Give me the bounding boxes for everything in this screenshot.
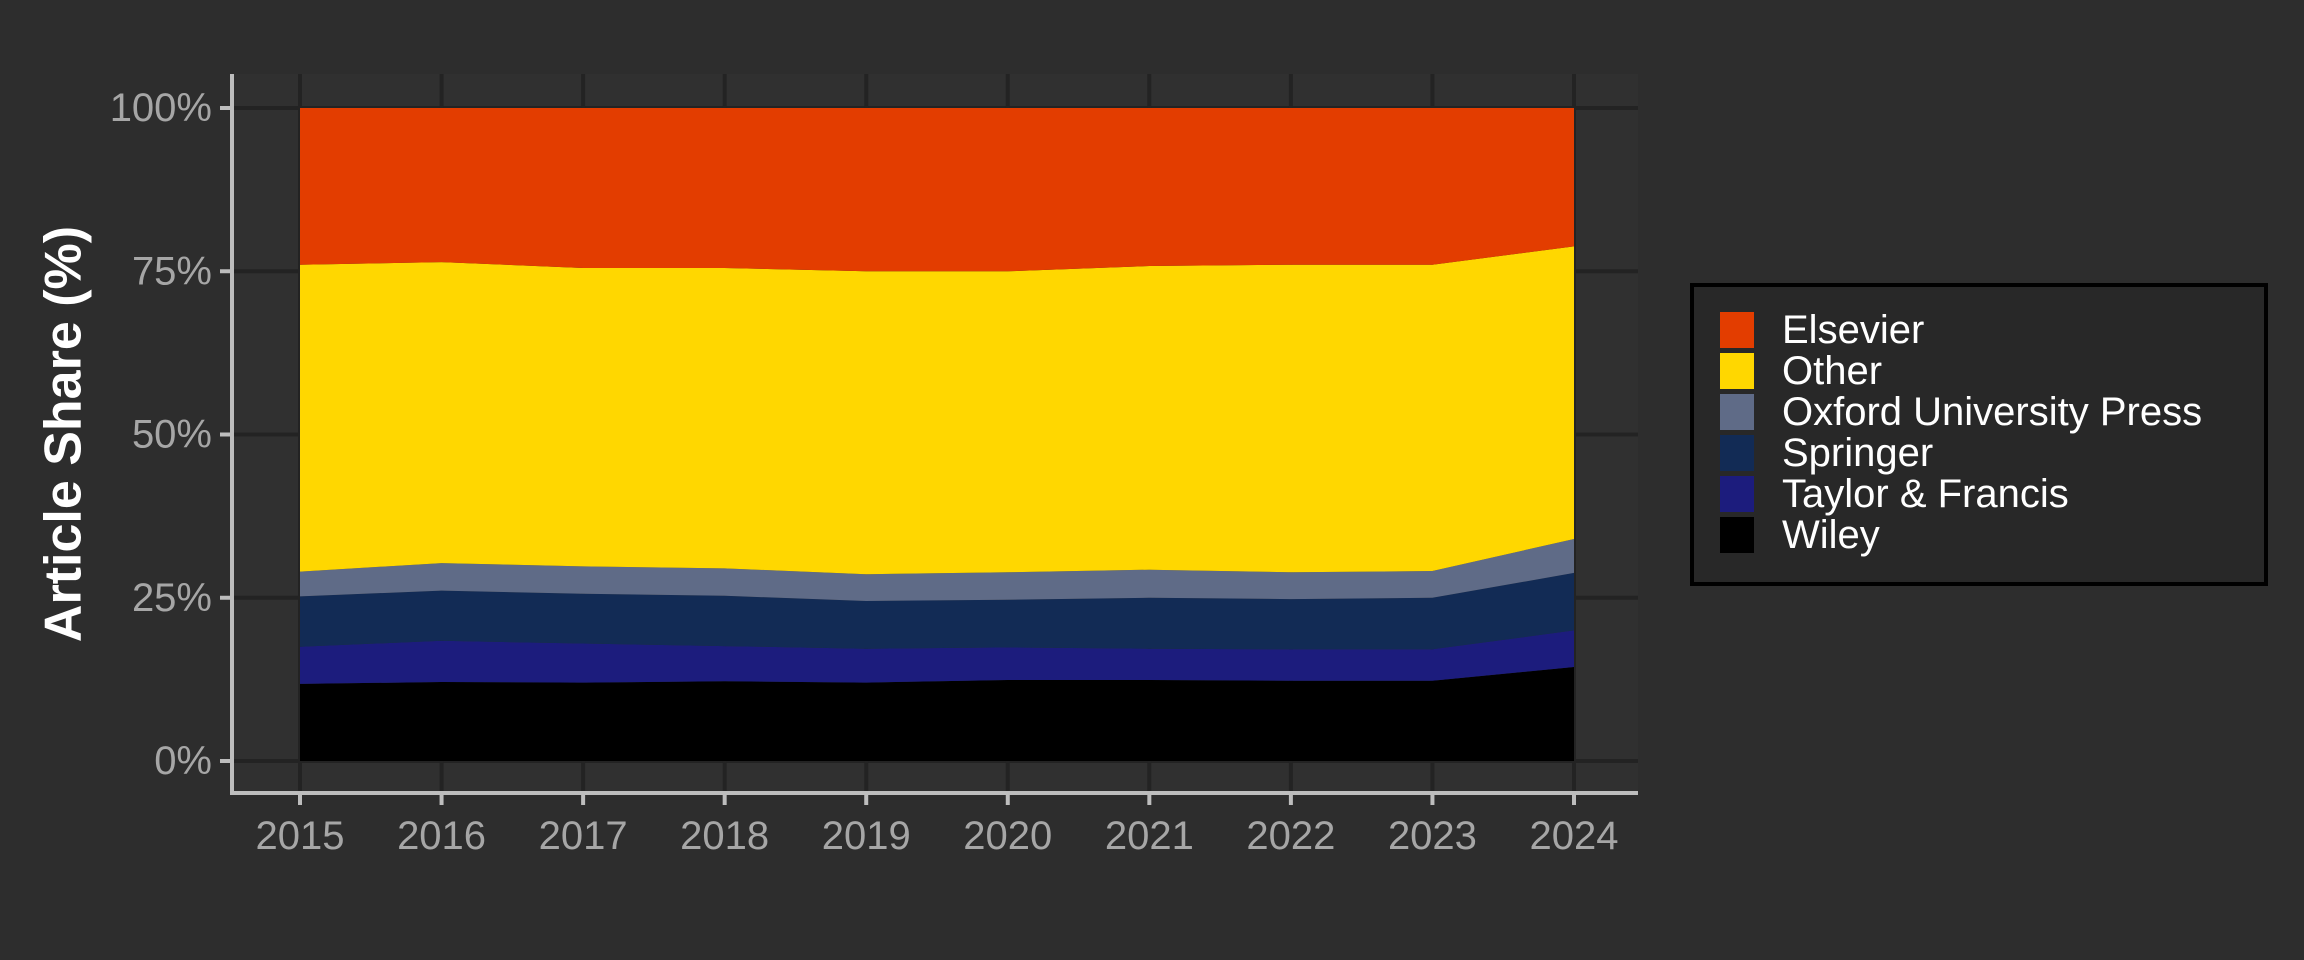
legend-label-taylor-francis: Taylor & Francis xyxy=(1782,472,2069,516)
area-other xyxy=(300,246,1574,575)
legend-swatch-elsevier xyxy=(1720,312,1754,348)
y-tick-label: 25% xyxy=(132,576,212,620)
y-axis-title: Article Share (%) xyxy=(35,226,93,642)
legend-label-oxford-university-press: Oxford University Press xyxy=(1782,390,2202,434)
x-tick-label: 2022 xyxy=(1246,814,1335,858)
y-tick-label: 75% xyxy=(132,249,212,293)
x-tick-label: 2015 xyxy=(256,814,345,858)
area-taylor-francis xyxy=(300,630,1574,684)
x-tick-label: 2020 xyxy=(963,814,1052,858)
y-tick-label: 100% xyxy=(110,86,212,130)
area-wiley xyxy=(300,667,1574,761)
legend-label-springer: Springer xyxy=(1782,431,1933,475)
legend-box xyxy=(1690,283,2268,586)
y-tick-label: 50% xyxy=(132,413,212,457)
x-tick-label: 2018 xyxy=(680,814,769,858)
legend-label-wiley: Wiley xyxy=(1782,513,1880,557)
x-tick-label: 2021 xyxy=(1105,814,1194,858)
legend-swatch-taylor-francis xyxy=(1720,476,1754,512)
y-tick-label: 0% xyxy=(154,739,212,783)
legend-swatch-oxford-university-press xyxy=(1720,394,1754,430)
legend-label-elsevier: Elsevier xyxy=(1782,308,1924,352)
area-series xyxy=(300,108,1574,761)
x-axis-ticks: 2015 2016 2017 2018 2019 2020 2021 2022 2023 2024 xyxy=(256,793,1619,858)
x-tick-label: 2016 xyxy=(397,814,486,858)
x-tick-label: 2023 xyxy=(1388,814,1477,858)
area-springer xyxy=(300,572,1574,650)
y-axis-ticks: 0% 25% 50% 75% 100% xyxy=(110,86,232,783)
x-tick-label: 2017 xyxy=(539,814,628,858)
area-elsevier xyxy=(300,108,1574,272)
legend-swatch-other xyxy=(1720,353,1754,389)
legend-swatch-springer xyxy=(1720,435,1754,471)
legend-swatch-wiley xyxy=(1720,517,1754,553)
x-tick-label: 2019 xyxy=(822,814,911,858)
legend-label-other: Other xyxy=(1782,349,1882,393)
area-oxford-university-press xyxy=(300,539,1574,601)
x-tick-label: 2024 xyxy=(1530,814,1619,858)
